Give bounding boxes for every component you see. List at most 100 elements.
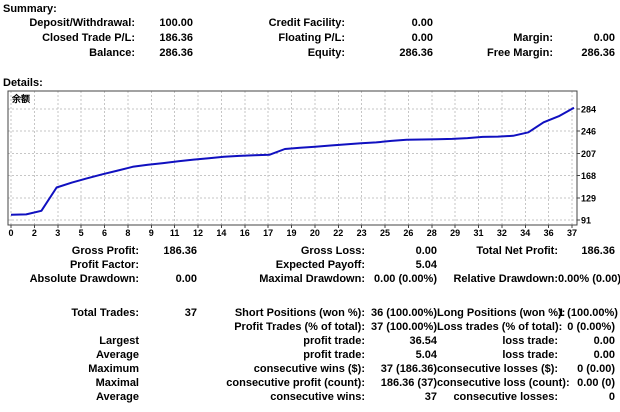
y-axis-label: 91 — [581, 216, 591, 226]
stats-value: 36.54 — [409, 335, 437, 347]
summary-label: Equity: — [307, 46, 345, 59]
summary-value: 100.00 — [159, 16, 193, 29]
y-axis-label: 207 — [581, 149, 596, 159]
x-axis-label: 16 — [240, 228, 250, 238]
stats-label: consecutive losses: — [453, 391, 558, 403]
stats-value: 186.36 — [163, 245, 197, 257]
stats-row: Average profit trade: 5.04 loss trade: 0.00 — [0, 348, 620, 362]
x-axis-label: 37 — [567, 228, 577, 238]
stats-label: Short Positions (won %): — [234, 307, 365, 319]
summary-label: Deposit/Withdrawal: — [29, 16, 135, 29]
y-axis-label: 168 — [581, 171, 596, 181]
x-axis-label: 31 — [473, 228, 483, 238]
stats-label: Gross Loss: — [300, 245, 365, 257]
x-axis-label: 2 — [32, 228, 37, 238]
stats-label: consecutive wins: — [270, 391, 365, 403]
x-axis-label: 14 — [216, 228, 226, 238]
stats-label: Absolute Drawdown: — [29, 273, 139, 285]
stats-label: Average — [95, 349, 139, 361]
stats-label: Total Net Profit: — [476, 245, 558, 257]
stats-label: profit trade: — [303, 349, 365, 361]
x-axis-label: 22 — [333, 228, 343, 238]
stats-value: 37 (100.00%) — [370, 321, 437, 333]
summary-label: Margin: — [513, 31, 553, 44]
x-axis-label: 12 — [193, 228, 203, 238]
summary-value: 286.36 — [159, 46, 193, 59]
stats-label: consecutive wins ($): — [253, 363, 365, 375]
summary-value: 186.36 — [159, 31, 193, 44]
stats-value: 0.00 (0) — [577, 377, 615, 389]
stats-group-gap — [0, 286, 620, 306]
balance-line — [10, 106, 575, 216]
stats-row: Largest profit trade: 36.54 loss trade: 0.00 — [0, 334, 620, 348]
summary-value: 286.36 — [581, 46, 615, 59]
stats-value: 36 (100.00%) — [370, 307, 437, 319]
stats-value: 0.00 — [593, 335, 615, 347]
details-section-header: Details: — [3, 77, 43, 89]
stats-value: 0.00 (0.00%) — [374, 273, 437, 285]
x-axis-label: 28 — [427, 228, 437, 238]
stats-row: Profit Trades (% of total): 37 (100.00%) L… — [0, 320, 620, 334]
x-axis-label: 32 — [497, 228, 507, 238]
summary-table: Deposit/Withdrawal: 100.00 Credit Facility… — [0, 15, 620, 60]
stats-row: Profit Factor: Expected Payoff: 5.04 — [0, 258, 620, 272]
stats-value: 37 — [184, 307, 197, 319]
chart-border — [7, 90, 578, 226]
stats-label: Maximal — [95, 377, 139, 389]
stats-label: profit trade: — [303, 335, 365, 347]
stats-label: Relative Drawdown: — [453, 273, 558, 285]
stats-value: 0.00 — [415, 245, 437, 257]
x-axis-label: 19 — [286, 228, 296, 238]
stats-value: 0.00 — [593, 349, 615, 361]
summary-label: Balance: — [89, 46, 135, 59]
stats-label: Average — [95, 391, 139, 403]
x-axis-label: 36 — [544, 228, 554, 238]
y-axis-label: 129 — [581, 194, 596, 204]
stats-label: Total Trades: — [71, 307, 139, 319]
x-axis-label: 0 — [8, 228, 13, 238]
stats-row: Total Trades: 37 Short Positions (won %): 3… — [0, 306, 620, 320]
x-axis-label: 6 — [102, 228, 107, 238]
x-axis-label: 3 — [55, 228, 60, 238]
x-axis-label: 34 — [520, 228, 530, 238]
stats-label: Gross Profit: — [71, 245, 139, 257]
summary-label: Free Margin: — [486, 46, 553, 59]
stats-row: Average consecutive wins: 37 consecutive lo… — [0, 390, 620, 404]
stats-value: 186.36 — [581, 245, 615, 257]
stats-row: Gross Profit: 186.36 Gross Loss: 0.00 Total … — [0, 244, 620, 258]
stats-value: 37 — [424, 391, 437, 403]
x-axis-label: 17 — [263, 228, 273, 238]
statistics-table: Gross Profit: 186.36 Gross Loss: 0.00 Total … — [0, 244, 620, 404]
stats-label: loss trade: — [502, 335, 558, 347]
stats-label: Profit Factor: — [69, 259, 139, 271]
stats-value: 1 (100.00%) — [558, 307, 618, 319]
stats-value: 0 — [608, 391, 615, 403]
x-axis-label: 25 — [380, 228, 390, 238]
summary-value: 0.00 — [593, 31, 615, 44]
summary-row: Deposit/Withdrawal: 100.00 Credit Facility… — [0, 15, 620, 30]
summary-value: 0.00 — [411, 16, 433, 29]
stats-label: Expected Payoff: — [275, 259, 365, 271]
stats-value: 5.04 — [415, 259, 437, 271]
stats-label: Maximum — [88, 363, 139, 375]
stats-label: consecutive losses ($): — [437, 363, 559, 375]
stats-label: loss trade: — [502, 349, 558, 361]
stats-value: 186.36 (37) — [380, 377, 437, 389]
chart-legend-label: 余额 — [11, 93, 30, 104]
stats-label: Profit Trades (% of total): — [234, 321, 365, 333]
summary-row: Closed Trade P/L: 186.36 Floating P/L: 0.00… — [0, 30, 620, 45]
stats-value: 0 (0.00) — [577, 363, 615, 375]
summary-label: Closed Trade P/L: — [42, 31, 135, 44]
x-axis-label: 23 — [357, 228, 367, 238]
summary-label: Credit Facility: — [268, 16, 345, 29]
x-axis-label: 8 — [125, 228, 130, 238]
y-axis-label: 246 — [581, 126, 596, 136]
stats-value: 0.00% (0.00) — [558, 273, 620, 285]
stats-row: Maximum consecutive wins ($): 37 (186.36) c… — [0, 362, 620, 376]
x-axis-label: 11 — [170, 228, 180, 238]
x-axis-label: 26 — [403, 228, 413, 238]
y-axis-label: 284 — [581, 105, 596, 115]
stats-row: Absolute Drawdown: 0.00 Maximal Drawdown: 0… — [0, 272, 620, 286]
stats-value: 0 (0.00%) — [567, 321, 615, 333]
summary-value: 286.36 — [399, 46, 433, 59]
